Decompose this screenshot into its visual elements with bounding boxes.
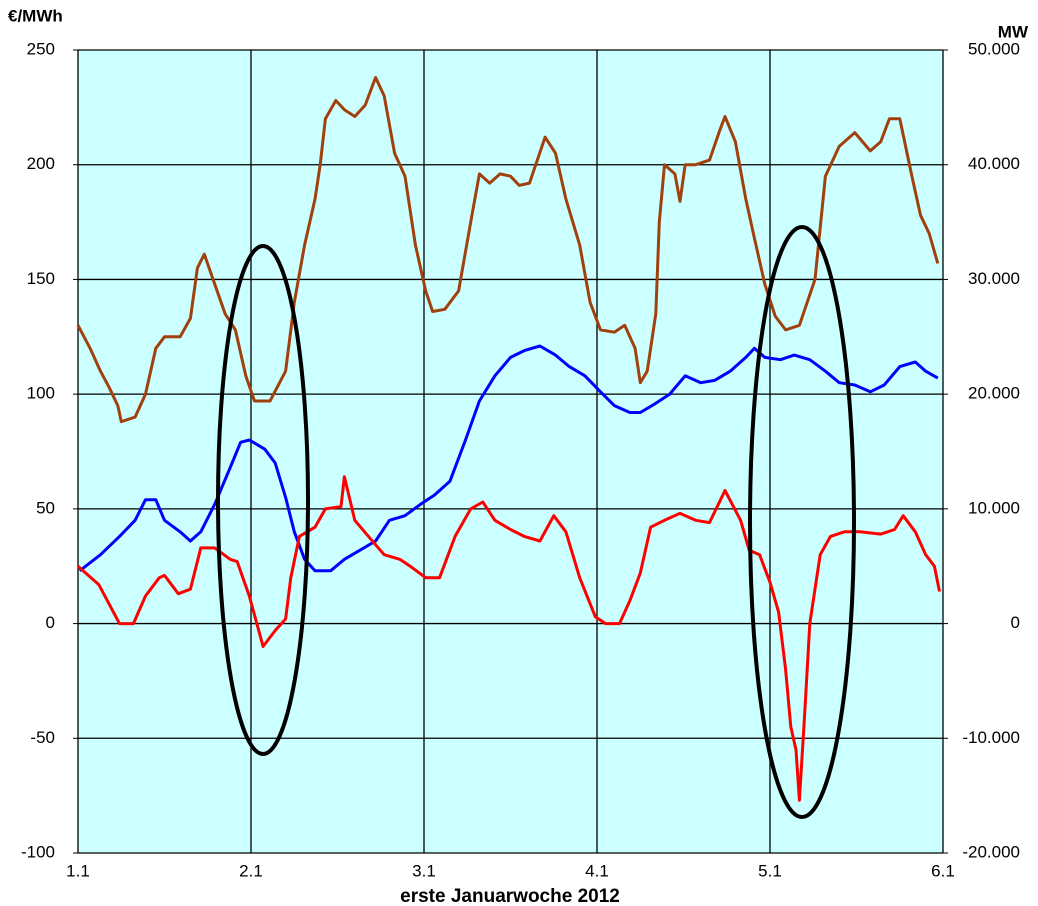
y2-tick-label: 10.000 [968,498,1020,517]
x-axis-label: erste Januarwoche 2012 [400,886,620,906]
y-axis-label: €/MWh [8,6,63,25]
highlight-ellipse [216,244,310,756]
y-tick-label: 250 [27,39,55,58]
x-tick-label: 5.1 [758,861,782,880]
y-tick-label: -100 [21,842,55,861]
y2-tick-label: -20.000 [962,842,1020,861]
highlight-ellipse [748,225,856,819]
x-tick-label: 6.1 [931,861,955,880]
x-tick-label: 4.1 [585,861,609,880]
y-tick-label: 50 [36,498,55,517]
y-tick-label: 150 [27,269,55,288]
y2-tick-label: 30.000 [968,269,1020,288]
y2-tick-label: 20.000 [968,384,1020,403]
x-tick-label: 1.1 [66,861,90,880]
y-tick-label: 100 [27,384,55,403]
x-tick-label: 3.1 [412,861,436,880]
y2-tick-label: 50.000 [968,39,1020,58]
y-tick-label: 200 [27,154,55,173]
y2-tick-label: 0 [1011,613,1020,632]
series-line [77,475,941,802]
x-tick-label: 2.1 [239,861,263,880]
y2-tick-label: -10.000 [962,728,1020,747]
plot-area [77,49,944,854]
series-line [76,76,940,424]
y-tick-label: 0 [46,613,55,632]
y-tick-label: -50 [30,728,55,747]
y2-tick-label: 40.000 [968,154,1020,173]
y2-axis-label: MW [998,22,1029,41]
